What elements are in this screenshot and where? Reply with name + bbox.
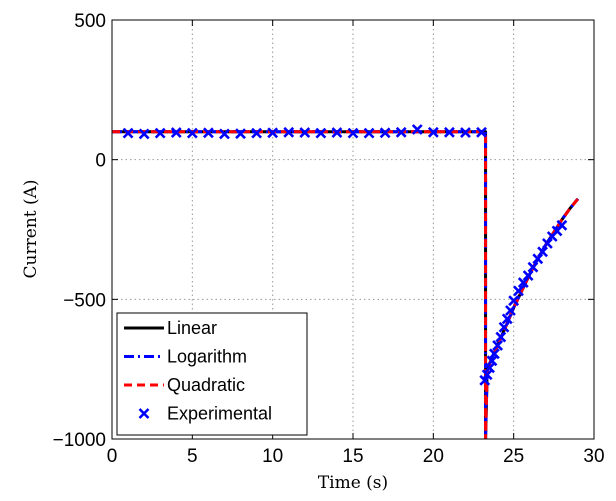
experimental-marker: [495, 331, 507, 343]
x-tick-label: 5: [187, 446, 198, 467]
experimental-marker: [251, 127, 263, 139]
experimental-marker: [283, 126, 295, 138]
experimental-marker: [122, 127, 134, 139]
legend-label-experimental: Experimental: [167, 404, 272, 424]
experimental-marker: [479, 374, 491, 386]
experimental-marker: [481, 369, 493, 381]
experimental-marker: [522, 270, 534, 282]
x-tick-label: 0: [107, 446, 118, 467]
experimental-marker: [331, 127, 343, 138]
y-tick-label: 0: [95, 151, 106, 172]
experimental-marker: [411, 124, 423, 135]
series-layer: [112, 124, 580, 439]
experimental-marker: [363, 127, 375, 139]
experimental-marker: [443, 126, 455, 138]
experimental-marker: [508, 295, 520, 307]
experimental-marker: [395, 126, 407, 138]
experimental-marker: [427, 126, 439, 138]
experimental-marker: [486, 355, 498, 367]
experimental-marker: [476, 126, 487, 138]
y-axis-label: Current (A): [21, 180, 41, 279]
x-tick-label: 20: [423, 446, 444, 467]
x-tick-label: 15: [342, 446, 363, 467]
y-tick-label: −1000: [53, 430, 106, 451]
experimental-marker: [505, 305, 516, 316]
experimental-marker: [299, 127, 311, 138]
experimental-marker: [488, 348, 500, 360]
experimental-marker: [235, 128, 246, 140]
experimental-marker: [154, 127, 166, 139]
y-tick-label: 500: [74, 11, 106, 32]
experimental-marker: [527, 261, 539, 273]
legend-marker-experimental: [138, 408, 150, 419]
experimental-marker: [517, 277, 529, 288]
experimental-marker: [170, 127, 182, 138]
experimental-marker: [501, 313, 513, 325]
experimental-marker: [513, 285, 524, 297]
x-tick-label: 25: [503, 446, 524, 467]
legend-label-logarithm: Logarithm: [167, 347, 247, 367]
experimental-marker: [315, 127, 327, 139]
experimental-marker: [138, 128, 150, 140]
experimental-marker: [460, 127, 471, 138]
experimental-marker: [541, 238, 553, 249]
x-tick-label: 10: [262, 446, 283, 467]
experimental-marker: [379, 127, 391, 139]
experimental-marker: [219, 128, 230, 140]
legend: Linear Logarithm Quadratic Experimental: [116, 312, 308, 436]
y-tick-label: −500: [63, 290, 106, 311]
experimental-marker: [498, 321, 510, 333]
legend-label-quadratic: Quadratic: [167, 375, 245, 395]
experimental-marker: [202, 127, 214, 139]
experimental-marker: [492, 340, 504, 351]
experimental-marker: [347, 127, 359, 139]
x-tick-label: 30: [583, 446, 604, 467]
x-axis-label: Time (s): [318, 473, 388, 493]
experimental-marker: [556, 219, 568, 231]
experimental-marker: [537, 246, 549, 258]
ticks: 0 5 10 15 20 25 30 −1000 −500 0 500: [53, 11, 605, 467]
legend-label-linear: Linear: [167, 318, 217, 338]
experimental-marker: [267, 127, 279, 139]
experimental-marker: [484, 362, 495, 374]
experimental-marker: [532, 253, 544, 265]
legend-box: [116, 312, 308, 436]
experimental-marker: [186, 127, 198, 139]
